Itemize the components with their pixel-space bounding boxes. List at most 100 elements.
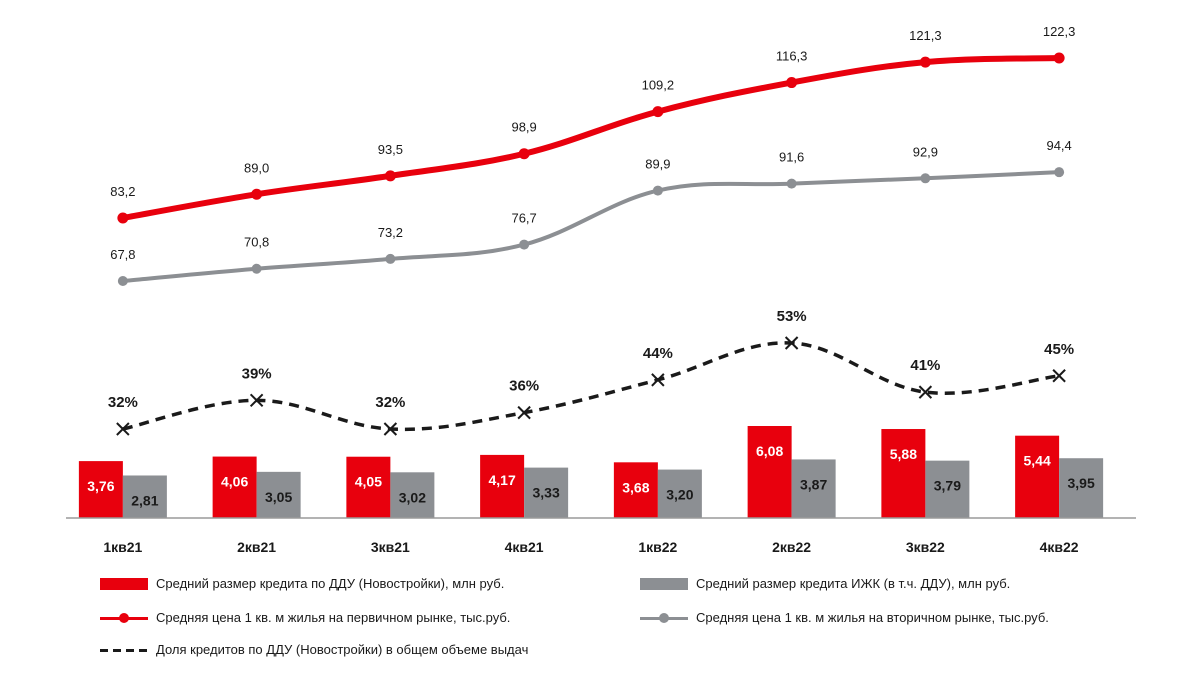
marker-share-6 xyxy=(918,385,933,399)
point-primary-6 xyxy=(919,56,931,68)
legend-item-secondary-price[interactable]: Средняя цена 1 кв. м жилья на вторичном … xyxy=(640,610,1049,625)
label-secondary-2: 73,2 xyxy=(378,225,403,240)
point-primary-1 xyxy=(251,188,263,200)
label-secondary-3: 76,7 xyxy=(511,211,536,226)
label-share-1: 39% xyxy=(242,365,272,382)
bar-label-red-0: 3,76 xyxy=(87,478,114,494)
line-ddu-share xyxy=(122,341,1060,432)
legend-swatch-red-line xyxy=(100,612,148,624)
label-primary-3: 98,9 xyxy=(511,120,536,135)
label-share-6: 41% xyxy=(910,357,940,374)
bar-gray-6 xyxy=(925,460,970,518)
x-tick-label-7: 4кв22 xyxy=(1040,539,1079,555)
legend-swatch-red-bar xyxy=(100,577,148,590)
point-primary-4 xyxy=(652,106,664,118)
label-primary-7: 122,3 xyxy=(1043,24,1076,39)
bar-label-red-4: 3,68 xyxy=(622,479,649,495)
bar-label-red-6: 5,88 xyxy=(890,446,917,462)
bar-label-gray-7: 3,95 xyxy=(1068,475,1095,491)
bar-red-6 xyxy=(881,429,926,518)
legend-label: Средняя цена 1 кв. м жилья на вторичном … xyxy=(696,610,1049,625)
x-tick-label-3: 4кв21 xyxy=(505,539,544,555)
legend-label: Средний размер кредита по ДДУ (Новострой… xyxy=(156,576,505,591)
bar-gray-1 xyxy=(256,471,301,518)
point-secondary-5 xyxy=(786,178,797,189)
label-share-7: 45% xyxy=(1044,341,1074,358)
legend-swatch-gray-line xyxy=(640,612,688,624)
point-primary-3 xyxy=(518,148,530,160)
label-secondary-7: 94,4 xyxy=(1046,138,1071,153)
label-primary-0: 83,2 xyxy=(110,184,135,199)
point-secondary-6 xyxy=(920,173,931,184)
legend-item-primary-price[interactable]: Средняя цена 1 кв. м жилья на первичном … xyxy=(100,610,510,625)
point-secondary-3 xyxy=(519,239,530,250)
bar-gray-2 xyxy=(390,472,435,518)
x-tick-label-4: 1кв22 xyxy=(638,539,677,555)
line-secondary-price xyxy=(120,170,1062,283)
marker-share-2 xyxy=(383,422,398,436)
bar-label-gray-2: 3,02 xyxy=(399,489,426,505)
label-primary-5: 116,3 xyxy=(776,49,808,64)
bar-red-3 xyxy=(480,454,525,518)
bar-label-red-2: 4,05 xyxy=(355,474,382,490)
bar-label-gray-3: 3,33 xyxy=(533,485,560,501)
marker-share-4 xyxy=(651,373,665,387)
bar-label-red-5: 6,08 xyxy=(756,443,783,459)
bar-red-5 xyxy=(747,426,792,518)
label-secondary-4: 89,9 xyxy=(645,157,670,172)
label-share-4: 44% xyxy=(643,345,673,362)
legend-label: Средний размер кредита ИЖК (в т.ч. ДДУ),… xyxy=(696,576,1011,591)
legend-item-ddu-loan[interactable]: Средний размер кредита по ДДУ (Новострой… xyxy=(100,576,504,591)
bar-label-gray-1: 3,05 xyxy=(265,489,292,505)
legend: Средний размер кредита по ДДУ (Новострой… xyxy=(0,566,1200,666)
marker-share-1 xyxy=(249,393,264,408)
point-secondary-2 xyxy=(385,253,396,264)
point-secondary-7 xyxy=(1054,167,1065,178)
point-secondary-4 xyxy=(652,185,663,196)
marker-share-0 xyxy=(116,422,130,436)
bar-red-1 xyxy=(212,456,257,518)
bar-label-gray-6: 3,79 xyxy=(934,478,961,494)
legend-item-ddu-share[interactable]: Доля кредитов по ДДУ (Новостройки) в общ… xyxy=(100,642,528,657)
marker-share-7 xyxy=(1052,369,1066,383)
x-tick-label-0: 1кв21 xyxy=(103,539,142,555)
bar-gray-0 xyxy=(122,475,167,518)
label-primary-2: 93,5 xyxy=(378,142,403,157)
marker-share-3 xyxy=(517,405,531,420)
legend-label: Средняя цена 1 кв. м жилья на первичном … xyxy=(156,610,511,625)
label-share-3: 36% xyxy=(509,378,539,395)
bar-red-7 xyxy=(1015,435,1060,518)
x-tick-label-6: 3кв22 xyxy=(906,539,945,555)
label-secondary-5: 91,6 xyxy=(779,150,804,165)
bar-gray-5 xyxy=(791,459,836,518)
bar-red-0 xyxy=(78,461,123,518)
legend-label: Доля кредитов по ДДУ (Новостройки) в общ… xyxy=(156,642,529,657)
bar-label-red-1: 4,06 xyxy=(221,474,248,490)
legend-item-izhk-loan[interactable]: Средний размер кредита ИЖК (в т.ч. ДДУ),… xyxy=(640,576,1010,591)
point-secondary-1 xyxy=(251,263,262,274)
bar-label-red-7: 5,44 xyxy=(1024,453,1051,469)
bar-gray-4 xyxy=(657,469,702,518)
x-tick-label-1: 2кв21 xyxy=(237,539,276,555)
point-secondary-0 xyxy=(117,276,128,286)
line-primary-price xyxy=(119,55,1063,221)
bar-label-gray-5: 3,87 xyxy=(800,476,827,492)
bar-gray-7 xyxy=(1059,458,1104,518)
point-primary-7 xyxy=(1053,52,1065,64)
combo-chart: 3,76 2,81 4,06 3,05 4,05 3,02 4,17 3,33 3,68 3,20… xyxy=(66,24,1136,555)
label-secondary-1: 70,8 xyxy=(244,235,269,250)
legend-swatch-gray-bar xyxy=(640,577,688,590)
label-share-5: 53% xyxy=(777,308,807,325)
bar-red-4 xyxy=(613,462,658,518)
x-tick-label-2: 3кв21 xyxy=(371,539,410,555)
bar-label-gray-4: 3,20 xyxy=(666,487,693,503)
label-share-0: 32% xyxy=(108,394,138,411)
label-primary-1: 89,0 xyxy=(244,160,269,175)
point-primary-0 xyxy=(117,212,129,224)
legend-swatch-dashed-line xyxy=(100,643,148,656)
label-share-2: 32% xyxy=(375,394,405,411)
bar-label-red-3: 4,17 xyxy=(489,472,516,488)
bar-label-gray-0: 2,81 xyxy=(131,492,158,508)
label-secondary-6: 92,9 xyxy=(913,144,938,159)
point-primary-2 xyxy=(384,170,396,182)
